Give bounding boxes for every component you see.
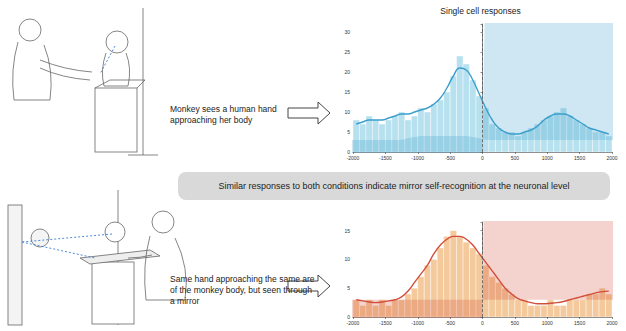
svg-text:1000: 1000: [542, 155, 553, 161]
svg-text:1500: 1500: [574, 155, 585, 161]
html-text:Similar responses to both cond: Similar responses to both conditions ind…: [218, 181, 570, 191]
html-text:Monkey sees a human hand appro: Monkey sees a human hand approaching her…: [170, 104, 277, 125]
svg-text:-2000: -2000: [347, 320, 360, 326]
svg-text:-1500: -1500: [379, 320, 392, 326]
svg-text:0: 0: [347, 314, 350, 320]
svg-text:-1000: -1000: [411, 155, 424, 161]
svg-text:0: 0: [347, 149, 350, 155]
svg-text:15: 15: [344, 228, 350, 234]
svg-text:5: 5: [347, 129, 350, 135]
html-text:Single cell responses: Single cell responses: [440, 6, 521, 16]
svg-text:1000: 1000: [542, 320, 553, 326]
svg-text:5: 5: [347, 285, 350, 291]
svg-text:2000: 2000: [606, 320, 617, 326]
svg-text:10: 10: [344, 109, 350, 115]
svg-text:-2000: -2000: [347, 155, 360, 161]
svg-text:-500: -500: [445, 155, 455, 161]
svg-text:-1500: -1500: [379, 155, 392, 161]
svg-text:-1000: -1000: [411, 320, 424, 326]
svg-text:500: 500: [511, 155, 520, 161]
svg-text:0: 0: [481, 155, 484, 161]
svg-text:0: 0: [481, 320, 484, 326]
svg-text:25: 25: [344, 49, 350, 55]
svg-text:-500: -500: [445, 320, 455, 326]
svg-text:1500: 1500: [574, 320, 585, 326]
html-text:Same hand approaching the same: Same hand approaching the same are of th…: [170, 274, 315, 306]
svg-text:20: 20: [344, 69, 350, 75]
svg-text:2000: 2000: [606, 155, 617, 161]
svg-text:10: 10: [344, 256, 350, 262]
svg-text:30: 30: [344, 29, 350, 35]
svg-text:500: 500: [511, 320, 520, 326]
svg-text:15: 15: [344, 89, 350, 95]
